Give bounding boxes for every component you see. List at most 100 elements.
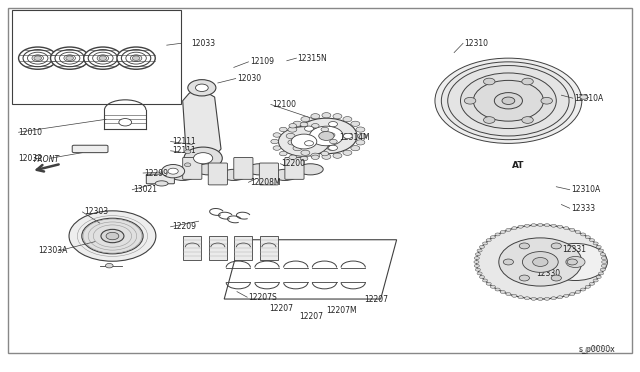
Circle shape bbox=[184, 147, 222, 169]
Circle shape bbox=[506, 293, 511, 295]
Circle shape bbox=[333, 153, 342, 158]
Circle shape bbox=[300, 156, 308, 161]
Circle shape bbox=[499, 238, 582, 286]
Circle shape bbox=[319, 132, 334, 140]
Circle shape bbox=[333, 113, 342, 119]
Polygon shape bbox=[260, 236, 278, 260]
Text: 12209: 12209 bbox=[172, 222, 196, 231]
Circle shape bbox=[543, 243, 607, 280]
Circle shape bbox=[593, 242, 598, 245]
Circle shape bbox=[500, 291, 506, 294]
Text: 12331: 12331 bbox=[563, 244, 587, 253]
Circle shape bbox=[519, 275, 529, 281]
Circle shape bbox=[99, 56, 107, 60]
Circle shape bbox=[310, 126, 343, 146]
Circle shape bbox=[486, 282, 492, 285]
Circle shape bbox=[461, 73, 556, 129]
Circle shape bbox=[442, 62, 575, 140]
Circle shape bbox=[273, 146, 281, 150]
Circle shape bbox=[566, 256, 585, 267]
Circle shape bbox=[327, 146, 335, 150]
Circle shape bbox=[512, 294, 517, 297]
Circle shape bbox=[23, 49, 52, 67]
Text: 12333: 12333 bbox=[571, 204, 595, 213]
Circle shape bbox=[19, 47, 57, 69]
Circle shape bbox=[271, 139, 278, 144]
Text: 12303: 12303 bbox=[84, 208, 108, 217]
Text: 12111: 12111 bbox=[172, 137, 196, 146]
Circle shape bbox=[448, 65, 569, 136]
Text: 12010: 12010 bbox=[19, 128, 43, 137]
Circle shape bbox=[585, 285, 590, 288]
Circle shape bbox=[570, 293, 575, 295]
Circle shape bbox=[580, 233, 586, 236]
Circle shape bbox=[512, 227, 517, 230]
Circle shape bbox=[311, 113, 320, 119]
Polygon shape bbox=[209, 236, 227, 260]
Circle shape bbox=[106, 263, 113, 268]
Circle shape bbox=[494, 93, 522, 109]
Circle shape bbox=[522, 117, 533, 124]
Circle shape bbox=[502, 97, 515, 105]
Circle shape bbox=[476, 268, 481, 271]
Text: AT: AT bbox=[511, 161, 524, 170]
Circle shape bbox=[69, 211, 156, 261]
Text: 12207: 12207 bbox=[269, 304, 293, 313]
Circle shape bbox=[286, 134, 295, 138]
FancyBboxPatch shape bbox=[208, 163, 227, 185]
Circle shape bbox=[184, 163, 191, 167]
Circle shape bbox=[301, 150, 310, 155]
Circle shape bbox=[538, 224, 543, 227]
Text: 12303A: 12303A bbox=[38, 246, 67, 255]
Text: 12032: 12032 bbox=[19, 154, 43, 163]
Circle shape bbox=[525, 224, 529, 227]
Circle shape bbox=[193, 153, 212, 164]
Circle shape bbox=[280, 127, 287, 132]
Circle shape bbox=[101, 230, 124, 243]
Text: 12314M: 12314M bbox=[339, 133, 370, 142]
Circle shape bbox=[435, 58, 582, 143]
Circle shape bbox=[541, 97, 552, 104]
Polygon shape bbox=[224, 240, 397, 299]
Ellipse shape bbox=[195, 164, 221, 175]
FancyBboxPatch shape bbox=[259, 163, 278, 185]
Circle shape bbox=[483, 117, 495, 124]
Circle shape bbox=[168, 168, 178, 174]
Circle shape bbox=[322, 113, 331, 118]
Circle shape bbox=[551, 297, 556, 300]
Circle shape bbox=[288, 140, 297, 145]
Circle shape bbox=[273, 133, 281, 137]
Text: 12207: 12207 bbox=[365, 295, 388, 304]
Circle shape bbox=[311, 153, 320, 158]
Circle shape bbox=[356, 140, 365, 145]
Circle shape bbox=[483, 279, 488, 282]
Circle shape bbox=[343, 150, 352, 155]
Circle shape bbox=[82, 218, 143, 254]
Circle shape bbox=[585, 236, 590, 239]
Circle shape bbox=[289, 124, 296, 128]
Circle shape bbox=[184, 150, 191, 154]
Polygon shape bbox=[182, 88, 221, 160]
Circle shape bbox=[473, 80, 543, 121]
Circle shape bbox=[483, 78, 495, 85]
Text: 12330: 12330 bbox=[536, 269, 560, 278]
Circle shape bbox=[51, 47, 89, 69]
Circle shape bbox=[600, 253, 605, 256]
Circle shape bbox=[601, 264, 606, 267]
Circle shape bbox=[518, 225, 523, 228]
Circle shape bbox=[465, 97, 476, 104]
Circle shape bbox=[106, 232, 119, 240]
Circle shape bbox=[122, 49, 151, 67]
Circle shape bbox=[119, 119, 132, 126]
Circle shape bbox=[567, 259, 577, 265]
Circle shape bbox=[601, 257, 606, 260]
Circle shape bbox=[486, 239, 492, 242]
Circle shape bbox=[84, 47, 122, 69]
Circle shape bbox=[589, 282, 595, 285]
Circle shape bbox=[557, 296, 563, 299]
Circle shape bbox=[64, 55, 76, 61]
Circle shape bbox=[296, 118, 357, 154]
Circle shape bbox=[66, 56, 74, 60]
Circle shape bbox=[356, 127, 365, 132]
Circle shape bbox=[93, 52, 113, 64]
